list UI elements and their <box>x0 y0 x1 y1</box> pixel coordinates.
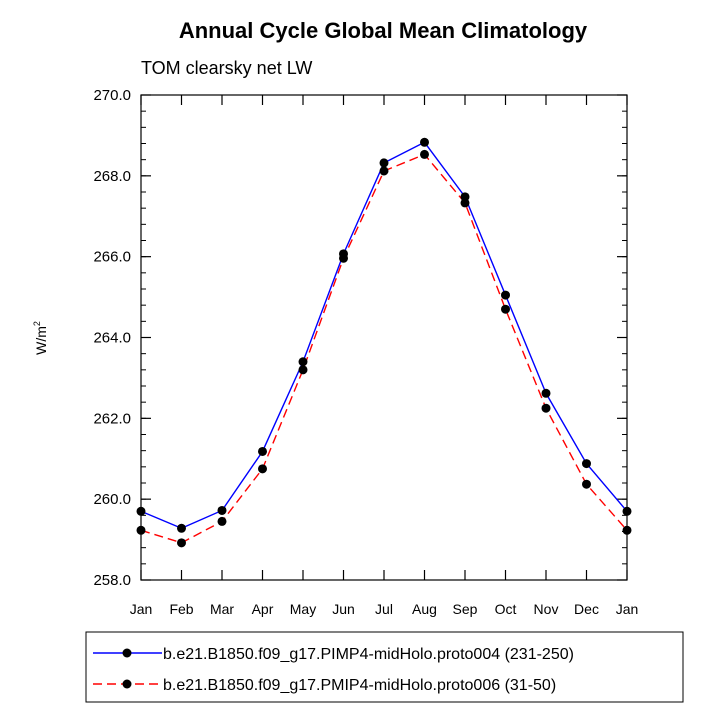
series-line-1 <box>140 141 628 530</box>
legend-box <box>85 631 684 703</box>
x-tick-label: Nov <box>534 601 559 617</box>
series-1-marker <box>582 459 591 469</box>
series-1-marker <box>298 357 308 367</box>
series-2-marker <box>541 403 551 413</box>
x-tick-label: Jan <box>130 601 153 617</box>
y-tick-label: 264.0 <box>93 330 131 347</box>
series-2-marker <box>460 198 470 208</box>
x-tick-label: Jun <box>332 601 355 617</box>
y-tick-label: 268.0 <box>93 168 131 185</box>
y-tick-label: 258.0 <box>93 572 131 589</box>
series-2-marker <box>501 304 510 314</box>
legend-marker-1 <box>122 648 132 658</box>
x-tick-label: Mar <box>210 601 234 617</box>
series-2-marker <box>339 253 348 263</box>
y-axis-label-unit: W/m <box>33 326 49 355</box>
legend: b.e21.B1850.f09_g17.PIMP4-midHolo.proto0… <box>85 631 684 703</box>
y-axis-label-superscript: 2 <box>32 321 42 326</box>
series-layer <box>136 137 632 548</box>
legend-marker-2 <box>122 679 132 689</box>
x-tick-label: Sep <box>453 601 478 617</box>
y-tick-label: 260.0 <box>93 491 131 508</box>
series-1-marker <box>420 137 429 147</box>
y-tick-label: 266.0 <box>93 249 131 266</box>
y-axis-label: W/m2 <box>32 321 49 355</box>
x-tick-label: Jul <box>375 601 393 617</box>
plot-frame <box>140 94 628 581</box>
series-2-marker <box>177 538 186 548</box>
series-2-marker <box>217 516 227 526</box>
chart-subtitle: TOM clearsky net LW <box>141 58 312 78</box>
series-1-marker <box>258 446 267 456</box>
series-1-marker <box>501 290 510 300</box>
y-tick-label: 262.0 <box>93 410 131 427</box>
series-2-marker <box>420 149 429 159</box>
legend-label-2: b.e21.B1850.f09_g17.PMIP4-midHolo.proto0… <box>163 677 556 694</box>
y-tick-labels: 258.0 260.0 262.0 264.0 266.0 268.0 270.0 <box>93 87 131 589</box>
x-tick-label: Jan <box>616 601 639 617</box>
x-tick-labels: Jan Feb Mar Apr May Jun Jul Aug Sep Oct Nov Dec Jan <box>130 601 639 617</box>
x-tick-label: Feb <box>169 601 193 617</box>
x-tick-label: Aug <box>412 601 437 617</box>
x-tick-label: Oct <box>495 601 517 617</box>
legend-label-1: b.e21.B1850.f09_g17.PIMP4-midHolo.proto0… <box>163 646 574 663</box>
x-tick-label: May <box>290 601 316 617</box>
x-tick-label: Apr <box>252 601 274 617</box>
series-1-marker <box>379 158 389 168</box>
chart-title: Annual Cycle Global Mean Climatology <box>179 18 588 43</box>
series-line-2 <box>140 153 628 544</box>
x-tick-label: Dec <box>574 601 599 617</box>
series-1-marker <box>177 523 186 533</box>
series-2-marker <box>582 479 591 489</box>
series-2-marker <box>258 464 267 474</box>
series-1-marker <box>541 388 551 398</box>
y-tick-label: 270.0 <box>93 87 131 104</box>
series-1-marker <box>217 505 227 515</box>
series-2-marker <box>379 166 389 176</box>
series-2-marker <box>298 365 308 375</box>
legend-items: b.e21.B1850.f09_g17.PIMP4-midHolo.proto0… <box>93 646 574 694</box>
